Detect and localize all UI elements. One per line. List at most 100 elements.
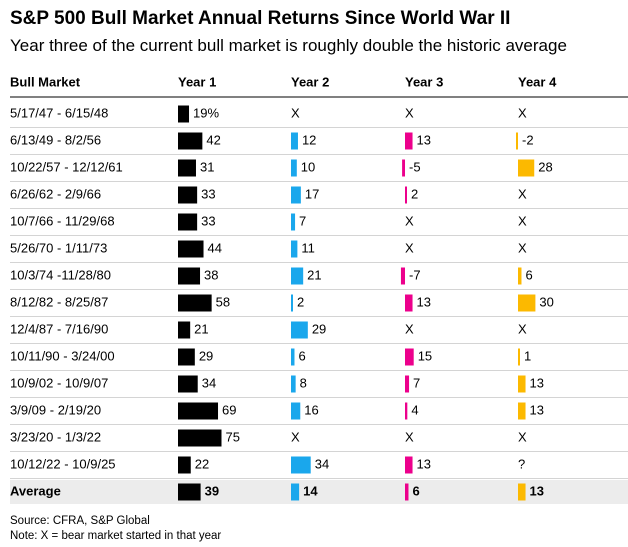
- bear-market-marker: X: [518, 429, 527, 444]
- year-3-value-label: 6: [412, 483, 419, 498]
- year-2-bar: [291, 159, 297, 177]
- year-1-value-label: 33: [201, 213, 215, 228]
- year-1-value-label: 33: [201, 186, 215, 201]
- year-2-bar: [291, 186, 301, 204]
- bull-market-period: 10/12/22 - 10/9/25: [10, 456, 116, 471]
- year-4-bar: [518, 348, 520, 366]
- column-header-year-1: Year 1: [178, 74, 216, 89]
- year-1-value-label: 34: [202, 375, 216, 390]
- year-4-bar: [518, 375, 526, 393]
- year-1-bar: [178, 186, 198, 204]
- bear-market-marker: X: [405, 429, 414, 444]
- footnote: Note: X = bear market started in that ye…: [10, 530, 222, 542]
- year-2-bar: [291, 240, 298, 258]
- year-4-value-label: -2: [522, 132, 534, 147]
- year-1-value-label: 31: [200, 159, 214, 174]
- year-2-value-label: 14: [303, 483, 318, 498]
- year-2-bar: [291, 267, 304, 285]
- year-3-bar: [405, 402, 408, 420]
- year-2-bar: [291, 483, 300, 501]
- year-1-value-label: 75: [226, 429, 240, 444]
- year-3-bar: [402, 159, 405, 177]
- year-1-bar: [178, 429, 222, 447]
- bear-market-marker: X: [405, 213, 414, 228]
- year-3-value-label: 4: [411, 402, 418, 417]
- year-3-bar: [405, 483, 409, 501]
- year-4-value-label: 30: [539, 294, 553, 309]
- year-2-bar: [291, 213, 296, 231]
- bear-market-marker: X: [518, 213, 527, 228]
- year-3-bar: [405, 186, 407, 204]
- bull-market-period: 10/22/57 - 12/12/61: [10, 159, 123, 174]
- year-1-bar: [178, 402, 219, 420]
- year-4-bar: [518, 402, 526, 420]
- year-1-value-label: 29: [199, 348, 213, 363]
- year-2-value-label: 7: [299, 213, 306, 228]
- year-2-bar: [291, 348, 295, 366]
- bear-market-marker: X: [518, 105, 527, 120]
- year-1-value-label: 42: [206, 132, 220, 147]
- year-2-bar: [291, 132, 298, 150]
- year-2-value-label: 6: [298, 348, 305, 363]
- year-2-bar: [291, 456, 311, 474]
- bear-market-marker: X: [405, 105, 414, 120]
- year-4-bar: [518, 159, 535, 177]
- year-4-value-label: 13: [530, 375, 544, 390]
- year-4-bar: [518, 267, 522, 285]
- year-2-bar: [291, 402, 301, 420]
- year-1-bar: [178, 267, 201, 285]
- year-3-value-label: 13: [417, 132, 431, 147]
- year-3-value-label: 13: [417, 294, 431, 309]
- column-header-year-3: Year 3: [405, 74, 443, 89]
- bull-market-period: 3/9/09 - 2/19/20: [10, 402, 101, 417]
- year-2-value-label: 11: [301, 240, 315, 255]
- bear-market-marker: X: [518, 240, 527, 255]
- year-1-value-label: 39: [205, 483, 219, 498]
- bull-market-period: 6/26/62 - 2/9/66: [10, 186, 101, 201]
- year-4-bar: [518, 294, 536, 312]
- year-2-value-label: 34: [315, 456, 329, 471]
- year-1-value-label: 69: [222, 402, 236, 417]
- year-1-value-label: 38: [204, 267, 218, 282]
- year-3-bar: [405, 375, 410, 393]
- average-label: Average: [10, 483, 61, 498]
- year-1-value-label: 22: [195, 456, 209, 471]
- bull-market-period: 10/9/02 - 10/9/07: [10, 375, 108, 390]
- bull-market-period: 10/7/66 - 11/29/68: [10, 213, 115, 228]
- year-1-bar: [178, 321, 191, 339]
- bull-market-period: 10/3/74 -11/28/80: [10, 267, 111, 282]
- year-3-value-label: 2: [411, 186, 418, 201]
- year-2-bar: [291, 294, 293, 312]
- column-header-year-2: Year 2: [291, 74, 329, 89]
- column-header-year-4: Year 4: [518, 74, 557, 89]
- year-4-value-label: 6: [525, 267, 532, 282]
- year-2-value-label: 16: [304, 402, 318, 417]
- year-4-value-label: 28: [538, 159, 552, 174]
- year-2-value-label: 12: [302, 132, 316, 147]
- year-3-bar: [405, 132, 413, 150]
- year-3-value-label: -7: [409, 267, 421, 282]
- year-1-bar: [178, 240, 204, 258]
- year-4-bar: [516, 132, 518, 150]
- year-1-bar: [178, 159, 196, 177]
- year-1-bar: [178, 375, 198, 393]
- year-1-bar: [178, 132, 203, 150]
- year-3-value-label: 7: [413, 375, 420, 390]
- year-2-value-label: 17: [305, 186, 319, 201]
- year-4-value-label: 1: [524, 348, 531, 363]
- year-4-value-label: 13: [530, 402, 544, 417]
- year-1-value-label: 58: [216, 294, 230, 309]
- year-1-bar: [178, 213, 198, 231]
- year-1-bar: [178, 294, 212, 312]
- year-1-value-label: 21: [194, 321, 208, 336]
- year-3-bar: [405, 456, 413, 474]
- year-3-bar: [405, 348, 414, 366]
- bull-market-period: 5/26/70 - 1/11/73: [10, 240, 107, 255]
- column-header-bull-market: Bull Market: [10, 74, 81, 89]
- bear-market-marker: X: [518, 321, 527, 336]
- year-2-bar: [291, 321, 308, 339]
- year-1-value-label: 44: [208, 240, 222, 255]
- year-2-value-label: 29: [312, 321, 326, 336]
- year-3-value-label: 15: [418, 348, 432, 363]
- chart-subtitle: Year three of the current bull market is…: [10, 36, 567, 55]
